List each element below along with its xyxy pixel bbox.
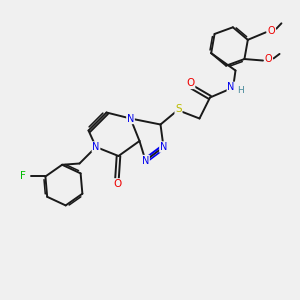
Text: N: N <box>127 113 134 124</box>
Text: H: H <box>237 86 244 95</box>
Text: O: O <box>265 54 272 64</box>
Text: N: N <box>92 142 100 152</box>
Text: S: S <box>175 104 182 115</box>
Text: N: N <box>142 155 149 166</box>
Text: O: O <box>113 179 121 189</box>
Text: N: N <box>160 142 167 152</box>
Text: F: F <box>20 171 26 181</box>
Text: O: O <box>267 26 275 36</box>
Text: O: O <box>186 78 195 88</box>
Text: N: N <box>227 82 235 92</box>
Text: O: O <box>267 26 275 35</box>
Text: O: O <box>265 54 272 64</box>
